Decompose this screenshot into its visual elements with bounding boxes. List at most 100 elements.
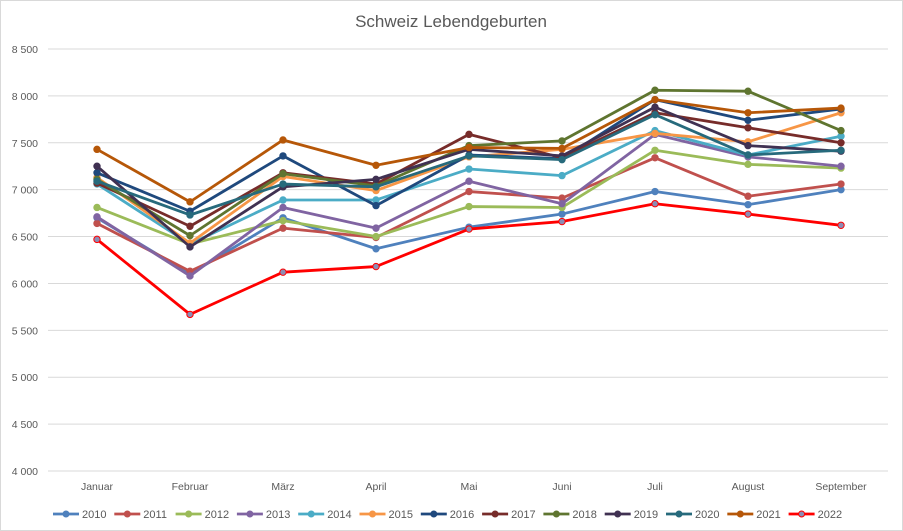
data-point xyxy=(465,225,473,233)
data-point xyxy=(744,151,752,159)
data-point xyxy=(372,183,380,191)
y-tick-label: 8 500 xyxy=(12,44,38,56)
data-point xyxy=(465,143,473,152)
data-point xyxy=(744,192,752,200)
legend-label: 2011 xyxy=(143,509,167,521)
data-point xyxy=(372,245,380,253)
x-tick-label: Juli xyxy=(647,481,663,493)
x-tick-label: April xyxy=(365,481,386,493)
data-point xyxy=(465,130,473,139)
y-tick-label: 5 000 xyxy=(12,372,38,384)
plot-series xyxy=(93,86,845,319)
legend-item: 2021 xyxy=(727,509,781,521)
data-point xyxy=(744,87,752,95)
data-point xyxy=(744,116,752,124)
y-tick-label: 5 500 xyxy=(12,325,38,337)
data-point xyxy=(186,272,194,280)
data-point xyxy=(465,165,473,173)
legend-marker xyxy=(246,510,254,518)
data-point xyxy=(372,201,380,210)
data-point xyxy=(651,103,659,111)
x-tick-label: Juni xyxy=(552,481,571,493)
legend-marker xyxy=(675,510,683,518)
data-point xyxy=(279,136,287,144)
legend-item: 2018 xyxy=(543,509,597,521)
data-point xyxy=(186,243,194,251)
data-point xyxy=(186,222,194,230)
data-point xyxy=(744,124,752,132)
legend-marker xyxy=(185,510,193,518)
data-point xyxy=(186,198,194,206)
data-point xyxy=(558,171,566,180)
legend-label: 2015 xyxy=(389,509,413,521)
data-point xyxy=(558,137,566,145)
data-point xyxy=(651,86,659,94)
legend-item: 2011 xyxy=(114,509,167,521)
data-point xyxy=(744,200,752,209)
data-point xyxy=(93,169,101,177)
data-point xyxy=(465,187,473,196)
y-tick-label: 7 500 xyxy=(12,138,38,150)
data-point xyxy=(279,170,287,178)
y-axis: 4 000 4 500 5 000 5 500 6 000 6 500 7 000 7 500… xyxy=(12,44,38,478)
legend-marker xyxy=(798,510,806,518)
x-tick-label: September xyxy=(815,481,867,493)
data-point xyxy=(837,221,845,230)
data-point xyxy=(279,196,287,204)
data-point xyxy=(837,126,845,135)
data-point xyxy=(744,141,752,150)
legend-label: 2013 xyxy=(266,509,290,521)
legend-marker xyxy=(614,510,622,518)
legend-item: 2010 xyxy=(53,509,106,521)
legend-marker xyxy=(307,510,315,518)
y-tick-label: 6 000 xyxy=(12,278,38,290)
data-point xyxy=(186,310,194,319)
x-tick-label: Januar xyxy=(81,481,114,493)
legend-item: 2022 xyxy=(788,509,842,521)
legend-marker xyxy=(369,510,376,518)
data-point xyxy=(93,177,101,185)
data-point xyxy=(837,162,845,170)
data-point xyxy=(372,224,380,232)
legend-label: 2012 xyxy=(205,509,229,521)
data-point xyxy=(93,213,101,221)
data-point xyxy=(372,161,380,169)
data-point xyxy=(372,175,380,184)
x-tick-label: August xyxy=(732,481,765,493)
data-point xyxy=(279,216,287,225)
data-point xyxy=(93,145,101,154)
legend-item: 2016 xyxy=(420,509,474,521)
data-point xyxy=(93,203,101,212)
legend-label: 2020 xyxy=(695,509,719,521)
data-point xyxy=(651,200,659,208)
data-point xyxy=(651,146,659,154)
data-point xyxy=(279,268,287,276)
series-2022 xyxy=(93,200,845,319)
legend-item: 2015 xyxy=(359,509,413,521)
legend-label: 2019 xyxy=(634,509,658,521)
legend-label: 2016 xyxy=(450,509,474,521)
legend-marker xyxy=(491,510,499,518)
data-point xyxy=(186,231,194,240)
data-point xyxy=(837,146,845,154)
data-point xyxy=(744,210,752,218)
data-point xyxy=(558,210,566,218)
series-2021 xyxy=(93,95,845,206)
data-point xyxy=(744,109,752,117)
x-tick-label: Mai xyxy=(461,481,478,493)
data-point xyxy=(558,144,566,153)
data-point xyxy=(93,162,101,170)
data-point xyxy=(837,180,845,188)
legend-label: 2021 xyxy=(756,509,780,521)
chart-title: Schweiz Lebendgeburten xyxy=(355,12,547,31)
data-point xyxy=(651,110,659,119)
data-point xyxy=(651,129,659,138)
data-point xyxy=(372,232,380,241)
legend-label: 2022 xyxy=(818,509,842,521)
legend-item: 2019 xyxy=(604,509,658,521)
data-point xyxy=(186,211,194,219)
data-point xyxy=(651,95,659,104)
data-point xyxy=(837,139,845,147)
